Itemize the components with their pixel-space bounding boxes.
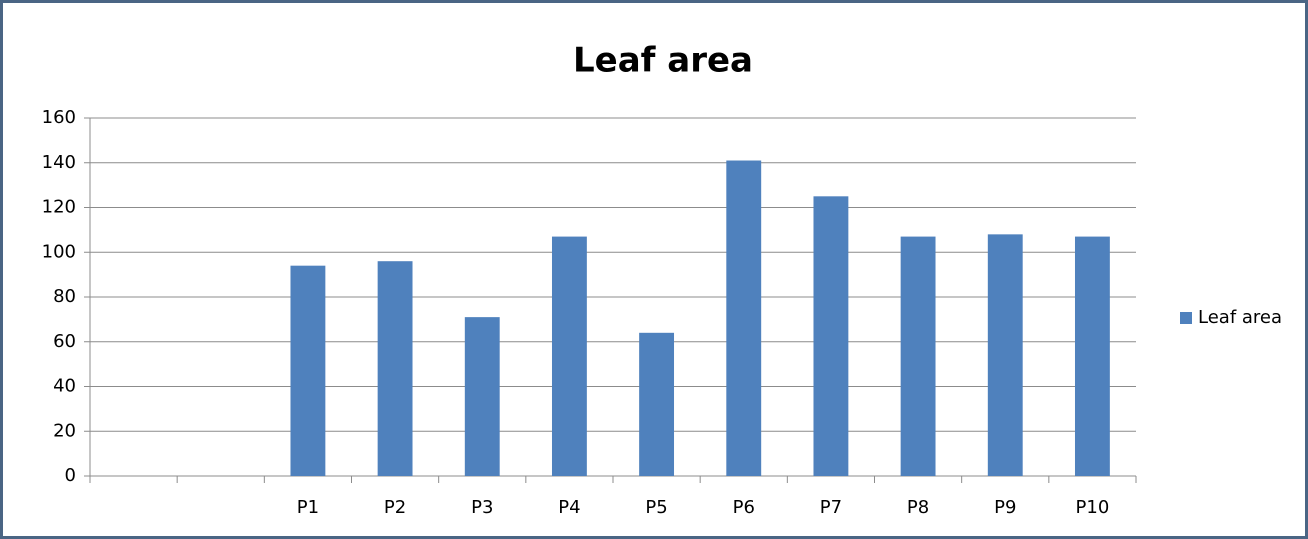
- legend-label: Leaf area: [1198, 307, 1282, 328]
- bar: [813, 196, 849, 476]
- x-tick-label: P2: [384, 497, 406, 518]
- x-tick-label: P1: [297, 497, 319, 518]
- y-tick-label: 20: [53, 420, 76, 441]
- x-tick-label: P7: [820, 497, 842, 518]
- y-tick-label: 160: [42, 107, 76, 128]
- x-tick-label: P9: [994, 497, 1016, 518]
- chart-title: Leaf area: [573, 41, 753, 81]
- bar: [551, 236, 587, 476]
- y-tick-label: 60: [53, 331, 76, 352]
- y-tick-label: 80: [53, 286, 76, 307]
- y-tick-label: 120: [42, 197, 76, 218]
- bar: [987, 234, 1023, 476]
- x-tick-label: P10: [1076, 497, 1110, 518]
- bar: [377, 261, 413, 476]
- bar: [726, 160, 762, 476]
- bar: [464, 317, 500, 476]
- bar: [290, 265, 326, 476]
- bar: [900, 236, 936, 476]
- bar: [639, 332, 675, 476]
- x-tick-label: P6: [733, 497, 755, 518]
- x-tick-label: P3: [471, 497, 493, 518]
- y-tick-label: 0: [65, 465, 76, 486]
- x-tick-label: P5: [645, 497, 667, 518]
- bar: [1074, 236, 1110, 476]
- legend-swatch: [1180, 312, 1192, 324]
- y-tick-label: 140: [42, 152, 76, 173]
- x-tick-label: P8: [907, 497, 929, 518]
- y-tick-label: 100: [42, 241, 76, 262]
- y-tick-label: 40: [53, 376, 76, 397]
- x-tick-label: P4: [558, 497, 580, 518]
